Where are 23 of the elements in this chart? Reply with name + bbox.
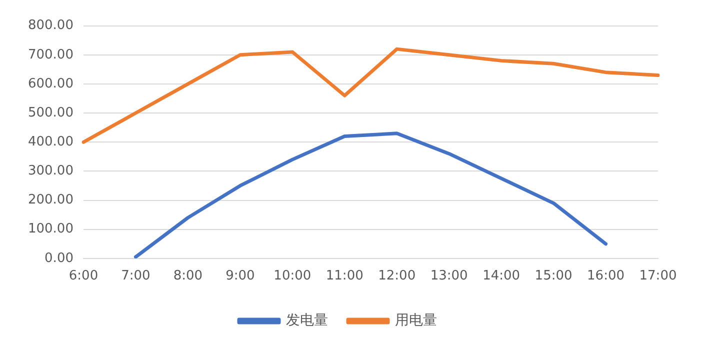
y-tick-label: 300.00 — [28, 164, 74, 179]
y-tick-label: 500.00 — [28, 105, 74, 120]
y-tick-label: 400.00 — [28, 134, 74, 150]
x-tick-label: 6:00 — [68, 268, 98, 284]
x-tick-label: 17:00 — [639, 268, 677, 284]
y-tick-label: 600.00 — [28, 76, 74, 92]
x-tick-label: 13:00 — [430, 268, 468, 284]
x-tick-label: 14:00 — [482, 268, 520, 284]
x-tick-label: 11:00 — [326, 268, 364, 284]
y-tick-label: 700.00 — [28, 47, 74, 62]
x-tick-label: 9:00 — [226, 268, 255, 284]
y-tick-label: 200.00 — [28, 192, 74, 208]
legend-label: 发电量 — [286, 312, 328, 329]
x-tick-label: 12:00 — [378, 268, 416, 284]
y-tick-label: 800.00 — [28, 18, 74, 34]
x-tick-label: 16:00 — [587, 268, 625, 284]
x-tick-label: 10:00 — [274, 268, 312, 284]
x-tick-label: 7:00 — [121, 268, 150, 284]
y-tick-label: 100.00 — [28, 222, 74, 237]
x-tick-label: 15:00 — [534, 268, 572, 284]
legend-label: 用电量 — [395, 312, 437, 329]
y-tick-label: 0.00 — [44, 250, 74, 266]
x-tick-label: 8:00 — [173, 268, 203, 284]
